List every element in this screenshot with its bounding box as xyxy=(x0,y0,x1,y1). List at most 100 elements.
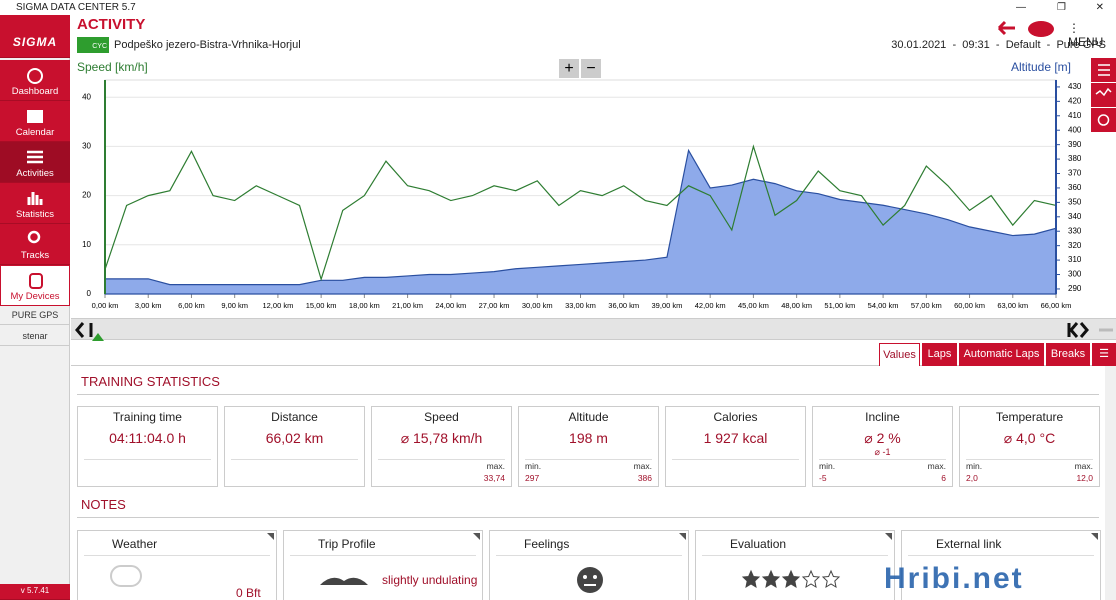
x-tick-label: 51,00 km xyxy=(824,301,855,310)
min-value: 297 xyxy=(525,473,540,483)
nav-calendar[interactable]: Calendar xyxy=(0,101,70,142)
y2-tick-label: 310 xyxy=(1068,255,1082,264)
icon xyxy=(27,230,41,244)
divider xyxy=(966,459,1093,460)
nav-devices[interactable]: My Devices xyxy=(0,265,70,306)
nav-statistics[interactable]: Statistics xyxy=(0,183,70,224)
stat-value: 04:11:04.0 h xyxy=(109,430,186,446)
stat-value: 198 m xyxy=(569,430,608,446)
stat-title: Calories xyxy=(713,410,758,424)
y-axis-label[interactable]: Speed [km/h] xyxy=(77,60,148,74)
tab-menu[interactable]: ☰ xyxy=(1092,343,1116,366)
page-title: ACTIVITY xyxy=(77,16,146,33)
min-label: min. xyxy=(525,461,542,471)
y-tick-label: 20 xyxy=(82,191,91,200)
stat-card: Speed ⌀ 15,78 km/h max. 33,74 xyxy=(371,406,512,487)
y2-tick-label: 430 xyxy=(1068,82,1082,91)
chart: + − Speed [km/h] Altitude [m] 0 10 20 30 40 2… xyxy=(77,59,1082,310)
zoom-in-bg[interactable] xyxy=(559,59,579,78)
max-value: 386 xyxy=(637,473,652,483)
logo-text: SIGMA xyxy=(12,35,58,49)
note-card[interactable]: Evaluation xyxy=(695,530,895,600)
sep: - xyxy=(1046,39,1051,51)
sync[interactable] xyxy=(1028,21,1054,37)
minimize: — xyxy=(1016,2,1026,13)
max-value: 6 xyxy=(941,473,946,483)
back[interactable] xyxy=(997,20,1015,36)
menu[interactable]: ⋮ MENU xyxy=(1068,21,1104,49)
x-tick-label: 21,00 km xyxy=(392,301,423,310)
scrollbar[interactable] xyxy=(1105,366,1116,600)
x-tick-label: 30,00 km xyxy=(522,301,553,310)
zoom-out-bg[interactable] xyxy=(581,59,601,78)
device[interactable]: PURE GPS xyxy=(0,305,70,325)
stat-value: ⌀ 4,0 °C xyxy=(1003,430,1056,446)
separator xyxy=(71,365,1116,366)
watermark: Hribi.net xyxy=(884,562,1024,595)
y2-axis-label[interactable]: Altitude [m] xyxy=(1011,60,1071,74)
x-tick-label: 39,00 km xyxy=(652,301,683,310)
nav-label: Dashboard xyxy=(11,86,59,97)
stat-value: ⌀ 2 % xyxy=(864,430,901,446)
range-slider[interactable] xyxy=(71,318,1116,341)
nav-dashboard[interactable]: Dashboard xyxy=(0,60,70,101)
sep: - xyxy=(995,39,1000,51)
device[interactable]: stenar xyxy=(0,326,70,346)
x-tick-label: 36,00 km xyxy=(608,301,639,310)
stat-title: Distance xyxy=(271,410,318,424)
nav-activities[interactable]: Activities xyxy=(0,142,70,183)
nav-tracks[interactable]: Tracks xyxy=(0,224,70,265)
track-name: Podpeško jezero-Bistra-Vrhnika-Horjul xyxy=(114,39,301,51)
section-title: NOTES xyxy=(81,497,126,512)
x-tick-label: 15,00 km xyxy=(306,301,337,310)
tab[interactable]: Laps xyxy=(922,343,957,366)
version-text: v 5.7.41 xyxy=(20,586,50,595)
x-tick-label: 12,00 km xyxy=(262,301,293,310)
y2-tick-label: 290 xyxy=(1068,284,1082,293)
stat-title: Temperature xyxy=(995,410,1064,424)
tab[interactable]: Breaks xyxy=(1046,343,1090,366)
divider xyxy=(672,459,799,460)
y-tick-label: 30 xyxy=(82,142,91,151)
note-card[interactable]: Trip Profile slightly undulating xyxy=(283,530,483,600)
x-tick-label: 54,00 km xyxy=(868,301,899,310)
y2-tick-label: 320 xyxy=(1068,241,1082,250)
x-tick-label: 33,00 km xyxy=(565,301,596,310)
x-tick-label: 27,00 km xyxy=(479,301,510,310)
icon xyxy=(27,68,43,84)
y2-tick-label: 410 xyxy=(1068,111,1082,120)
y-tick-label: 40 xyxy=(82,92,91,101)
nav-label: Calendar xyxy=(15,127,55,138)
zoom-in[interactable]: + xyxy=(564,60,573,77)
btn-avg[interactable] xyxy=(1091,108,1116,132)
stat-title: Incline xyxy=(865,410,900,424)
note-title: External link xyxy=(936,537,1002,551)
title-bar: SIGMA DATA CENTER 5.7 — ❐ ✕ xyxy=(0,0,1116,15)
tab[interactable]: Values xyxy=(879,343,920,366)
restore: ❐ xyxy=(1057,2,1066,13)
note-value: 0 Bft xyxy=(236,586,261,600)
note-card[interactable]: Feelings xyxy=(489,530,689,600)
max-label: max. xyxy=(633,461,652,471)
note-card[interactable]: Weather 0 Bft xyxy=(77,530,277,600)
y2-tick-label: 380 xyxy=(1068,154,1082,163)
date: 30.01.2021 xyxy=(891,39,947,51)
divider xyxy=(84,459,211,460)
x-tick-label: 3,00 km xyxy=(135,301,162,310)
divider xyxy=(819,459,946,460)
y-tick-label: 0 xyxy=(87,289,92,298)
y2-tick-label: 360 xyxy=(1068,183,1082,192)
stat-card: Training time 04:11:04.0 h xyxy=(77,406,218,487)
note-title: Feelings xyxy=(524,537,570,551)
window-title: SIGMA DATA CENTER 5.7 xyxy=(16,2,136,13)
stat-value-2: ⌀ -1 xyxy=(874,447,891,457)
tab[interactable]: Automatic Laps xyxy=(959,343,1044,366)
y2-tick-label: 400 xyxy=(1068,125,1082,134)
speed-line xyxy=(104,144,1057,282)
icon xyxy=(27,192,43,205)
note-title: Trip Profile xyxy=(318,537,376,551)
divider xyxy=(525,459,652,460)
zoom-out[interactable]: − xyxy=(586,60,595,77)
x-tick-label: 48,00 km xyxy=(781,301,812,310)
note-card[interactable]: External link xyxy=(901,530,1101,600)
